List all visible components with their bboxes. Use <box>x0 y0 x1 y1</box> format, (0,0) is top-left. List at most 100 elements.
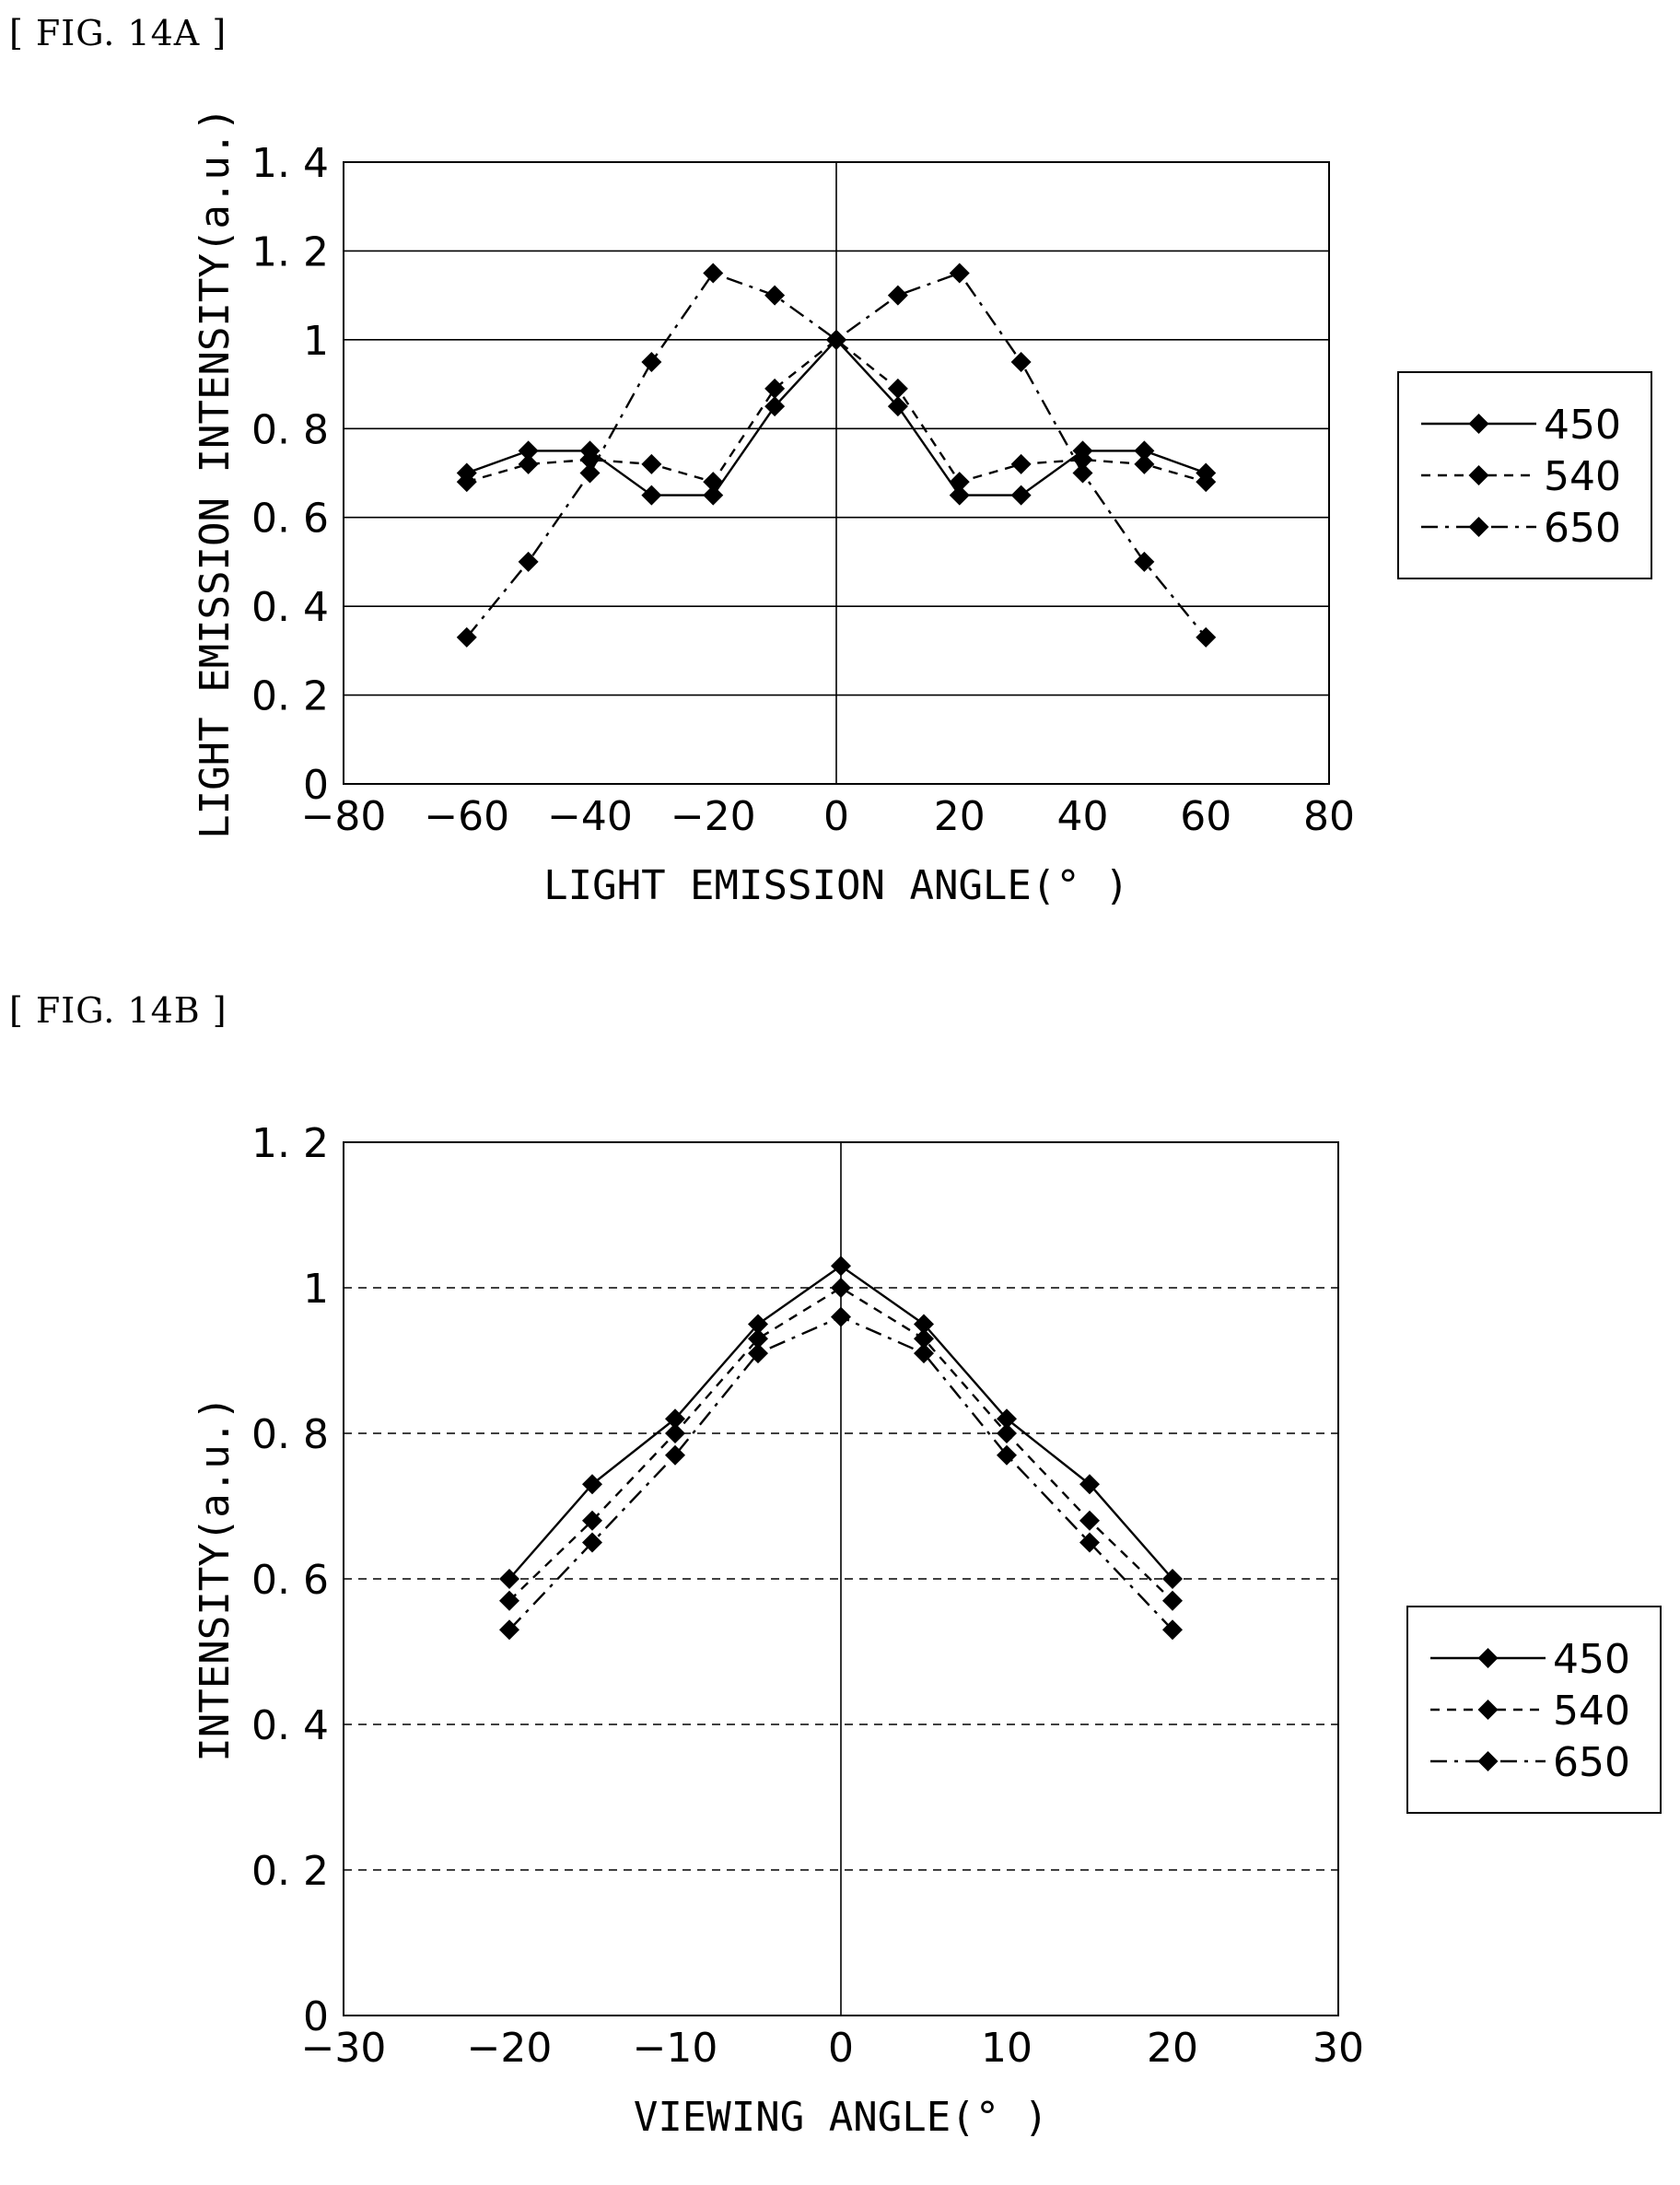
data-point-450 <box>1079 1474 1100 1495</box>
data-point-540 <box>641 453 662 474</box>
data-point-450 <box>764 396 786 417</box>
data-point-450 <box>499 1569 519 1589</box>
data-point-540 <box>1010 453 1032 474</box>
data-point-450 <box>914 1314 934 1335</box>
x-tick-label: −20 <box>671 793 756 840</box>
data-point-650 <box>582 1532 602 1553</box>
data-point-650 <box>914 1343 934 1364</box>
data-point-450 <box>949 485 970 506</box>
y-tick-label: 1 <box>303 318 329 365</box>
data-point-540 <box>887 378 908 399</box>
data-point-450 <box>748 1314 768 1335</box>
data-point-450 <box>582 1474 602 1495</box>
y-tick-label: 1. 4 <box>251 140 329 187</box>
data-point-540 <box>748 1328 768 1350</box>
y-axis-title: LIGHT EMISSION INTENSITY(a.u.) <box>192 107 239 839</box>
x-tick-label: −10 <box>633 2025 718 2072</box>
data-point-540 <box>518 453 539 474</box>
legend-label-450: 450 <box>1544 402 1621 449</box>
x-tick-label: 40 <box>1057 793 1109 840</box>
data-point-650 <box>1010 351 1032 372</box>
y-tick-label: 0. 2 <box>251 673 329 720</box>
y-tick-label: 0. 2 <box>251 1848 329 1895</box>
legend-label-540: 540 <box>1553 1688 1630 1735</box>
x-tick-label: 30 <box>1312 2025 1364 2072</box>
series-line-540 <box>508 1286 1173 1602</box>
data-point-450 <box>831 1256 851 1277</box>
data-point-650 <box>641 351 662 372</box>
data-point-540 <box>949 472 970 493</box>
figure-a-label: [ FIG. 14A ] <box>9 13 228 53</box>
data-point-540 <box>665 1423 685 1443</box>
data-point-450 <box>665 1408 685 1430</box>
legend-marker-540 <box>1477 1700 1499 1720</box>
y-tick-label: 0. 8 <box>251 1411 329 1458</box>
data-point-450 <box>887 396 908 417</box>
legend-label-450: 450 <box>1553 1636 1630 1683</box>
data-point-650 <box>887 285 908 306</box>
data-point-650 <box>456 626 477 648</box>
data-point-650 <box>499 1619 519 1641</box>
data-point-650 <box>826 329 846 350</box>
data-point-540 <box>1162 1590 1183 1611</box>
x-tick-label: 0 <box>823 793 849 840</box>
data-point-650 <box>518 551 539 572</box>
chart-14a: 0 0. 2 0. 4 0. 6 0. 8 1 1. 2 1. 4 −80 −60 −40 −20 0 2… <box>192 107 1652 909</box>
x-axis-title: VIEWING ANGLE(° ) <box>634 2094 1048 2141</box>
y-tick-label: 0. 6 <box>251 1557 329 1604</box>
data-point-650 <box>1079 1532 1100 1553</box>
data-point-450 <box>997 1408 1017 1430</box>
x-tick-label: −60 <box>424 793 509 840</box>
data-point-650 <box>703 263 724 284</box>
data-point-540 <box>1196 472 1217 493</box>
data-point-650 <box>665 1444 685 1466</box>
legend-label-650: 650 <box>1553 1739 1630 1786</box>
data-point-650 <box>748 1343 768 1364</box>
legend-marker-450 <box>1477 1648 1499 1668</box>
y-tick-label: 0. 6 <box>251 496 329 543</box>
data-point-540 <box>499 1590 519 1611</box>
legend-marker-450 <box>1468 414 1489 434</box>
x-tick-label: −80 <box>301 793 387 840</box>
data-point-540 <box>456 472 477 493</box>
x-tick-label: −30 <box>301 2025 387 2072</box>
data-point-650 <box>764 285 786 306</box>
data-point-650 <box>997 1444 1017 1466</box>
x-tick-label: 10 <box>981 2025 1032 2072</box>
x-tick-label: 20 <box>1147 2025 1198 2072</box>
y-axis-title: INTENSITY(a.u.) <box>192 1396 239 1761</box>
chart-14b: 0 0. 2 0. 4 0. 6 0. 8 1 1. 2 −30 −20 −10 0 10 20 30 VI… <box>192 1120 1662 2141</box>
data-point-540 <box>914 1328 934 1350</box>
data-point-650 <box>1162 1619 1183 1641</box>
x-tick-label: 60 <box>1180 793 1231 840</box>
data-point-650 <box>1196 626 1217 648</box>
data-point-450 <box>518 440 539 462</box>
y-tick-label: 0 <box>303 762 329 809</box>
data-point-540 <box>764 378 786 399</box>
data-point-650 <box>1072 462 1093 484</box>
legend-label-540: 540 <box>1544 453 1621 500</box>
x-tick-label: 80 <box>1303 793 1355 840</box>
data-point-450 <box>1134 440 1155 462</box>
data-point-450 <box>1162 1569 1183 1589</box>
x-tick-label: 0 <box>828 2025 854 2072</box>
legend-marker-540 <box>1468 465 1489 485</box>
data-point-540 <box>831 1278 851 1298</box>
y-tick-label: 1 <box>303 1266 329 1313</box>
y-tick-label: 1. 2 <box>251 228 329 275</box>
data-point-540 <box>582 1510 602 1531</box>
data-point-450 <box>1010 485 1032 506</box>
y-tick-label: 0. 4 <box>251 584 329 631</box>
legend-marker-650 <box>1477 1751 1499 1771</box>
x-tick-label: 20 <box>934 793 986 840</box>
legend-label-650: 650 <box>1544 505 1621 552</box>
data-point-650 <box>831 1306 851 1327</box>
data-point-650 <box>1134 551 1155 572</box>
x-axis-title: LIGHT EMISSION ANGLE(° ) <box>543 862 1129 909</box>
x-tick-label: −20 <box>467 2025 553 2072</box>
data-point-650 <box>949 263 970 284</box>
y-tick-label: 1. 2 <box>251 1120 329 1167</box>
data-point-540 <box>1079 1510 1100 1531</box>
y-tick-label: 0. 4 <box>251 1702 329 1749</box>
data-point-540 <box>1134 453 1155 474</box>
